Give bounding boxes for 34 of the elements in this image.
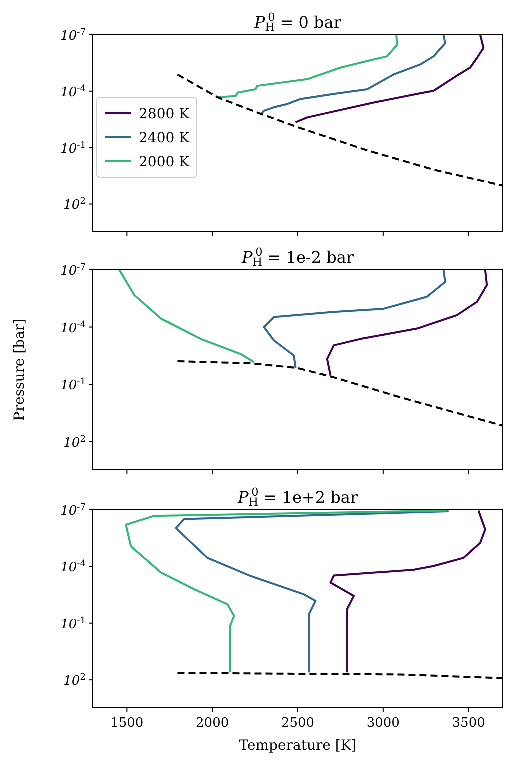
x-tick-label: 3000 <box>366 716 400 731</box>
legend-label: 2000 K <box>139 154 190 170</box>
y-tick-label: 10$^{-1}$ <box>60 140 86 157</box>
y-tick-label: 10$^{2}$ <box>64 672 86 690</box>
x-axis-title: Temperature [K] <box>239 738 357 754</box>
y-tick-label: 10$^{-7}$ <box>60 262 86 279</box>
y-tick-label: 10$^{-7}$ <box>60 502 86 519</box>
x-tick-label: 2000 <box>196 716 230 731</box>
line-series <box>118 270 256 364</box>
legend-label: 2400 K <box>139 130 190 146</box>
line-series <box>330 510 486 674</box>
y-tick-label: 10$^{-4}$ <box>60 84 86 100</box>
chart-title: P$_{H}$$^{0}$ = 0 bar <box>254 11 342 34</box>
x-tick-label: 1500 <box>110 716 144 731</box>
line-series <box>263 270 446 370</box>
legend-label: 2800 K <box>139 106 190 122</box>
line-series <box>326 270 488 377</box>
y-tick-label: 10$^{-1}$ <box>60 616 86 632</box>
chart-title: P$_{H}$$^{0}$ = 1e+2 bar <box>236 486 358 509</box>
y-tick-label: 10$^{2}$ <box>64 196 86 214</box>
line-series <box>125 510 448 674</box>
y-tick-label: 10$^{2}$ <box>64 434 86 451</box>
y-tick-label: 10$^{-4}$ <box>60 320 86 336</box>
y-tick-label: 10$^{-7}$ <box>60 28 86 44</box>
y-axis-title: Pressure [bar] <box>12 318 28 422</box>
y-tick-label: 10$^{-4}$ <box>60 559 86 576</box>
y-tick-label: 10$^{-1}$ <box>60 377 86 394</box>
line-series <box>260 35 446 115</box>
line-series <box>175 510 450 674</box>
x-tick-label: 2500 <box>281 716 315 731</box>
chart-title: P$_{H}$$^{0}$ = 1e-2 bar <box>240 246 354 269</box>
x-tick-label: 3500 <box>452 716 486 731</box>
line-series <box>294 35 485 124</box>
line-series <box>216 35 398 98</box>
